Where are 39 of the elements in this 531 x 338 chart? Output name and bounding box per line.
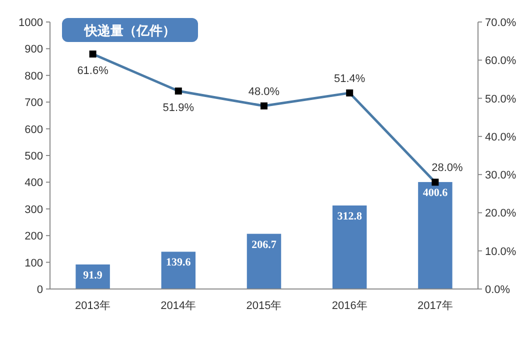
y-tick-label: 800 [24, 70, 43, 82]
y-tick-label: 1000 [18, 17, 43, 29]
y2-tick-label: 0.0% [485, 284, 510, 296]
y2-tick-label: 60.0% [485, 55, 516, 68]
y-tick-label: 900 [24, 44, 43, 56]
data-label: 51.9% [162, 102, 194, 114]
data-label: 51.4% [334, 72, 366, 85]
data-label: 400.6 [422, 187, 448, 200]
chart-title: 快递量（亿件） [84, 23, 176, 38]
data-label: 91.9 [83, 269, 103, 282]
y-tick-label: 300 [24, 204, 43, 216]
x-tick-label: 2016年 [332, 300, 368, 312]
y2-tick-label: 50.0% [485, 93, 516, 106]
data-label: 48.0% [248, 86, 280, 98]
y2-tick-label: 30.0% [485, 170, 516, 182]
data-label: 61.6% [77, 65, 109, 78]
y2-tick-label: 70.0% [485, 17, 516, 29]
bar [161, 252, 196, 289]
bar [246, 234, 282, 289]
y-tick-label: 600 [24, 124, 43, 136]
bar [332, 205, 367, 289]
x-tick-label: 2013年 [75, 300, 111, 312]
x-tick-label: 2017年 [417, 300, 453, 312]
y-tick-label: 500 [24, 150, 43, 162]
y2-tick-label: 20.0% [485, 208, 516, 220]
data-label: 139.6 [166, 256, 192, 269]
y-tick-label: 400 [24, 177, 43, 190]
data-label: 28.0% [432, 162, 464, 174]
bar [418, 182, 452, 289]
data-label: 312.8 [337, 210, 362, 222]
y2-tick-label: 10.0% [485, 246, 516, 258]
x-tick-label: 2014年 [160, 300, 196, 312]
y-tick-label: 0 [36, 284, 43, 296]
y-tick-label: 700 [24, 97, 43, 110]
y-tick-label: 100 [24, 257, 43, 270]
y2-tick-label: 40.0% [485, 131, 516, 144]
data-label: 206.7 [252, 238, 277, 251]
y-tick-label: 200 [24, 230, 43, 243]
x-tick-label: 2015年 [246, 300, 282, 312]
